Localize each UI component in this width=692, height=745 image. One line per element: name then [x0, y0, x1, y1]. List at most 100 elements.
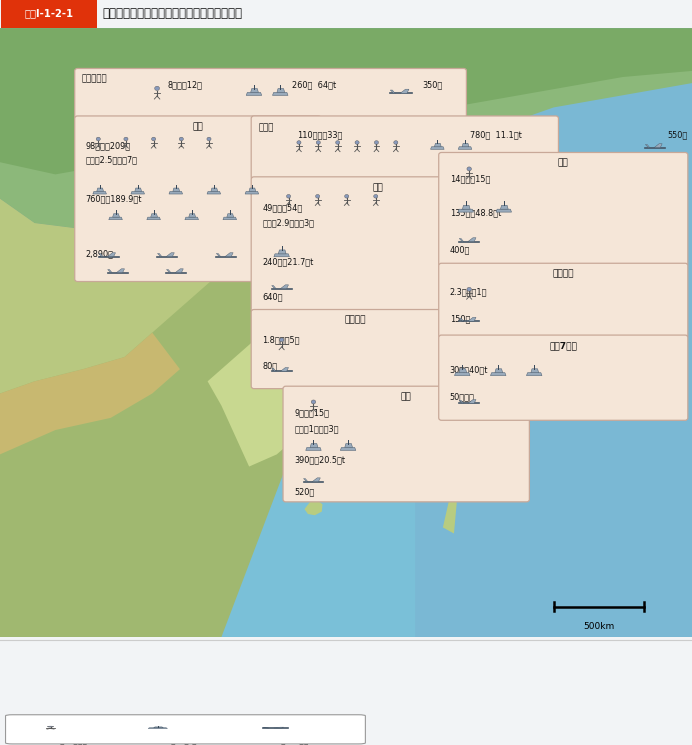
- Circle shape: [453, 353, 461, 361]
- Polygon shape: [278, 250, 286, 254]
- Polygon shape: [345, 443, 352, 448]
- Circle shape: [467, 167, 471, 171]
- Polygon shape: [151, 214, 158, 217]
- Text: 凡例: 凡例: [21, 721, 31, 730]
- Circle shape: [463, 390, 471, 397]
- Polygon shape: [131, 191, 145, 194]
- Circle shape: [280, 337, 284, 342]
- Polygon shape: [340, 448, 356, 451]
- Circle shape: [207, 137, 211, 141]
- Polygon shape: [99, 253, 103, 256]
- Text: 50艦載機: 50艦載機: [450, 393, 475, 402]
- Text: 98万人（209）: 98万人（209）: [86, 142, 131, 150]
- Polygon shape: [108, 270, 112, 273]
- Text: 14万人（15）: 14万人（15）: [450, 174, 490, 183]
- Polygon shape: [468, 238, 476, 241]
- Text: 米第7艦隊: 米第7艦隊: [549, 341, 577, 350]
- Circle shape: [466, 408, 475, 416]
- Polygon shape: [208, 393, 415, 637]
- Polygon shape: [443, 479, 457, 533]
- Polygon shape: [274, 727, 284, 728]
- Polygon shape: [109, 217, 122, 220]
- Polygon shape: [381, 28, 692, 637]
- Polygon shape: [185, 217, 199, 220]
- Text: 135隻　48.8万t: 135隻 48.8万t: [450, 209, 501, 218]
- Polygon shape: [189, 214, 196, 217]
- Text: 艦艇: 艦艇: [175, 720, 184, 729]
- Text: 390隻　20.5万t: 390隻 20.5万t: [294, 456, 345, 465]
- Polygon shape: [158, 253, 162, 256]
- Polygon shape: [280, 285, 289, 288]
- Polygon shape: [459, 400, 464, 403]
- FancyBboxPatch shape: [1, 0, 97, 83]
- Polygon shape: [166, 253, 174, 256]
- Polygon shape: [516, 176, 559, 205]
- Polygon shape: [400, 89, 409, 93]
- Polygon shape: [0, 28, 692, 174]
- FancyBboxPatch shape: [283, 386, 529, 502]
- Text: わが国周辺における主な兵力の状況（概数）: わが国周辺における主な兵力の状況（概数）: [102, 7, 242, 20]
- Text: 640機: 640機: [262, 292, 283, 301]
- Polygon shape: [390, 90, 395, 93]
- Text: 30隻　40万t: 30隻 40万t: [450, 365, 489, 374]
- Polygon shape: [459, 318, 464, 321]
- Circle shape: [155, 86, 159, 90]
- Polygon shape: [93, 191, 107, 194]
- Polygon shape: [304, 199, 381, 284]
- Polygon shape: [135, 188, 142, 191]
- Text: 400機: 400機: [450, 245, 470, 254]
- FancyBboxPatch shape: [251, 116, 558, 180]
- Text: 9万人（15）: 9万人（15）: [294, 408, 329, 417]
- Polygon shape: [0, 186, 304, 393]
- Text: （20万人）: （20万人）: [60, 735, 88, 744]
- Polygon shape: [455, 372, 470, 375]
- Polygon shape: [484, 311, 509, 335]
- Polygon shape: [458, 147, 472, 149]
- Text: 350機: 350機: [422, 80, 442, 89]
- Text: 520機: 520機: [294, 487, 314, 496]
- Polygon shape: [495, 369, 502, 372]
- FancyBboxPatch shape: [439, 263, 688, 337]
- Polygon shape: [245, 191, 259, 194]
- Circle shape: [459, 372, 468, 379]
- Polygon shape: [458, 209, 473, 212]
- Polygon shape: [277, 89, 284, 92]
- FancyBboxPatch shape: [6, 714, 365, 744]
- Polygon shape: [246, 92, 262, 95]
- Circle shape: [374, 194, 378, 198]
- Polygon shape: [272, 285, 276, 288]
- Polygon shape: [107, 253, 116, 256]
- Polygon shape: [0, 28, 692, 229]
- Text: 台湾: 台湾: [401, 393, 412, 402]
- FancyBboxPatch shape: [251, 309, 459, 389]
- Text: 260隻  64万t: 260隻 64万t: [292, 80, 336, 89]
- Text: 2.3万人（1）: 2.3万人（1）: [450, 287, 487, 296]
- Polygon shape: [462, 143, 469, 147]
- Polygon shape: [312, 478, 320, 482]
- Text: 作戦機: 作戦機: [286, 720, 300, 729]
- Polygon shape: [147, 217, 161, 220]
- Polygon shape: [310, 443, 318, 448]
- Polygon shape: [462, 206, 470, 209]
- Circle shape: [297, 141, 301, 145]
- Text: 49万人（54）: 49万人（54）: [262, 203, 302, 212]
- Polygon shape: [459, 238, 464, 241]
- Text: 中国: 中国: [192, 122, 203, 131]
- Text: 海兵隊2.9万人（3）: 海兵隊2.9万人（3）: [262, 219, 314, 228]
- Polygon shape: [169, 191, 183, 194]
- Text: 日本: 日本: [558, 159, 569, 168]
- Polygon shape: [360, 150, 484, 363]
- Polygon shape: [646, 145, 650, 148]
- Circle shape: [179, 137, 183, 141]
- Circle shape: [470, 426, 478, 434]
- Text: 110万人（33）: 110万人（33）: [297, 130, 343, 139]
- Polygon shape: [304, 478, 308, 482]
- Text: 在日米軍: 在日米軍: [552, 270, 574, 279]
- Polygon shape: [430, 147, 444, 149]
- Circle shape: [467, 288, 471, 291]
- Text: 海兵隊2.5万人（7）: 海兵隊2.5万人（7）: [86, 155, 138, 164]
- Polygon shape: [280, 367, 289, 371]
- Polygon shape: [468, 399, 476, 403]
- Text: 2,890機: 2,890機: [86, 250, 113, 259]
- Text: 760隻　189.9万t: 760隻 189.9万t: [86, 194, 143, 203]
